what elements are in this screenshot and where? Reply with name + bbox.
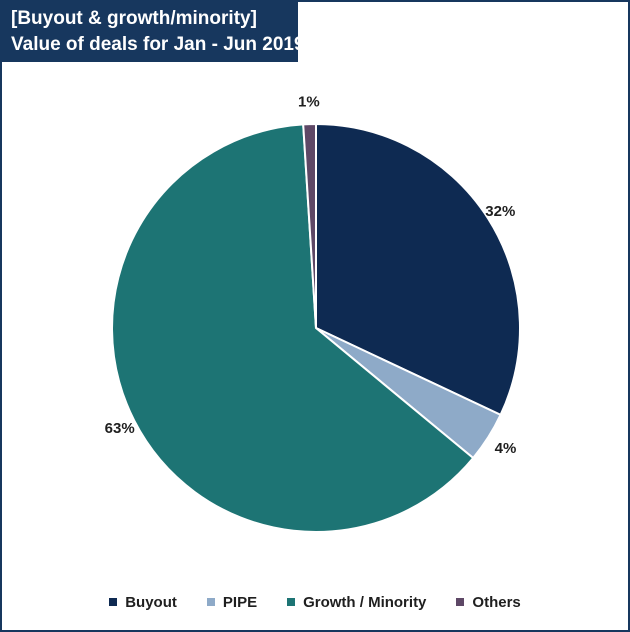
chart-title-line-1: [Buyout & growth/minority] [11,8,257,29]
pie-slice-buyout [315,122,521,417]
legend-item-others: Others [456,593,521,611]
chart-title-line-2: Value of deals for Jan - Jun 2019 [11,34,305,55]
legend-swatch-growth-minority [287,598,296,606]
data-label-pipe: 4% [495,440,517,457]
pie-slice-others [302,122,317,329]
pie-data-labels: 32% 4% 63% 1% [105,94,517,458]
legend-label-buyout: Buyout [125,593,177,611]
legend-item-pipe: PIPE [206,593,258,611]
chart-title-box: [Buyout & growth/minority] Value of deal… [2,2,305,62]
data-label-others: 1% [298,94,320,111]
legend-swatch-pipe [206,598,215,606]
chart-legend: Buyout PIPE Growth / Minority Others [0,590,630,614]
legend-item-buyout: Buyout [109,594,177,611]
legend-swatch-buyout [109,598,118,606]
legend-swatch-others [456,598,465,606]
data-label-growth-minority: 63% [105,420,135,437]
legend-item-growth-minority: Growth / Minority [287,594,426,611]
legend-label-growth-minority: Growth / Minority [303,593,427,611]
pie-slice-growth-minority [111,123,475,533]
legend-label-others: Others [472,593,521,611]
legend-label-pipe: PIPE [222,593,258,611]
data-label-buyout: 32% [485,203,515,220]
pie-slices [111,122,521,533]
